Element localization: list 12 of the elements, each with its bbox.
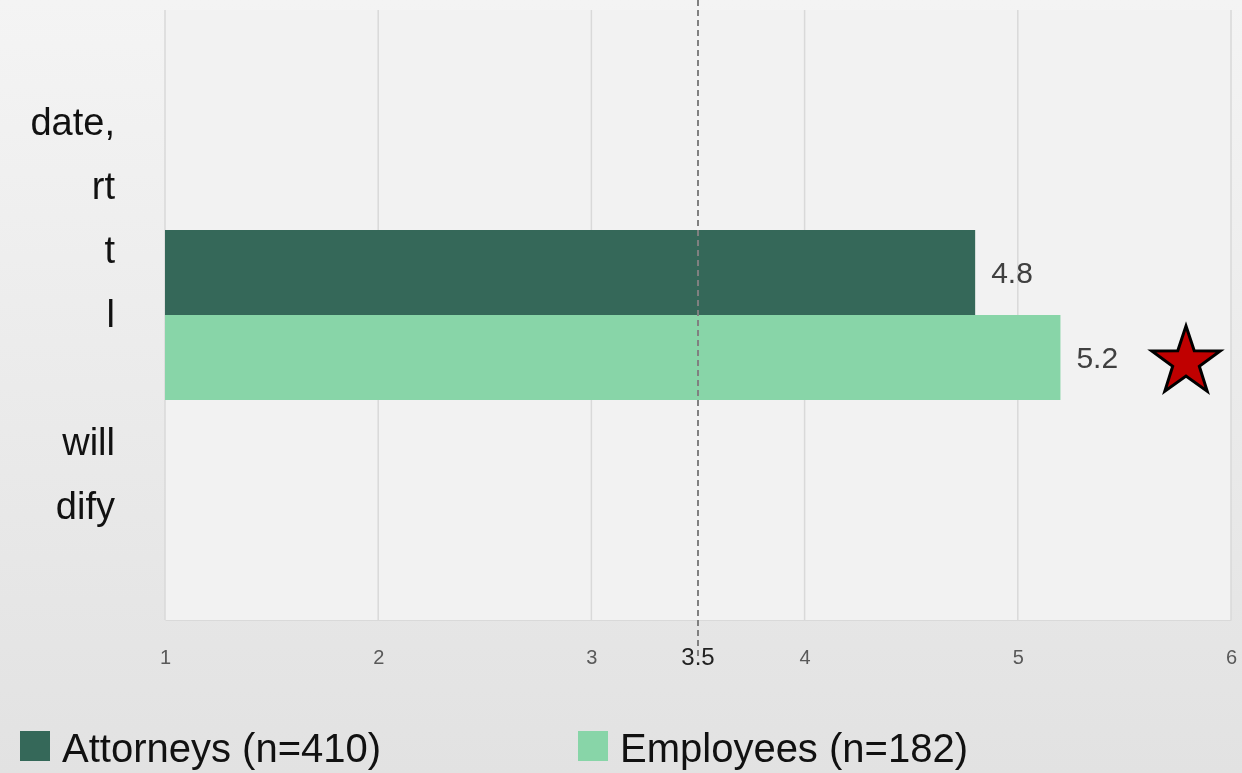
x-tick-label: 1 xyxy=(159,646,172,669)
legend-label: Attorneys (n=410) xyxy=(62,726,382,770)
x-tick-label: 3 xyxy=(586,646,598,669)
ref-line-label: 3.5 xyxy=(681,643,715,670)
x-tick-label: 6 xyxy=(1225,646,1238,669)
data-label: 5.2 xyxy=(1076,340,1119,374)
x-tick-label: 5 xyxy=(1012,646,1024,669)
category-label: date, rt t l will dify xyxy=(30,101,115,527)
data-label: 4.8 xyxy=(991,255,1033,289)
x-tick-label: 4 xyxy=(799,646,811,669)
x-tick-label: 2 xyxy=(373,646,385,669)
legend-label: Employees (n=182) xyxy=(620,726,968,770)
